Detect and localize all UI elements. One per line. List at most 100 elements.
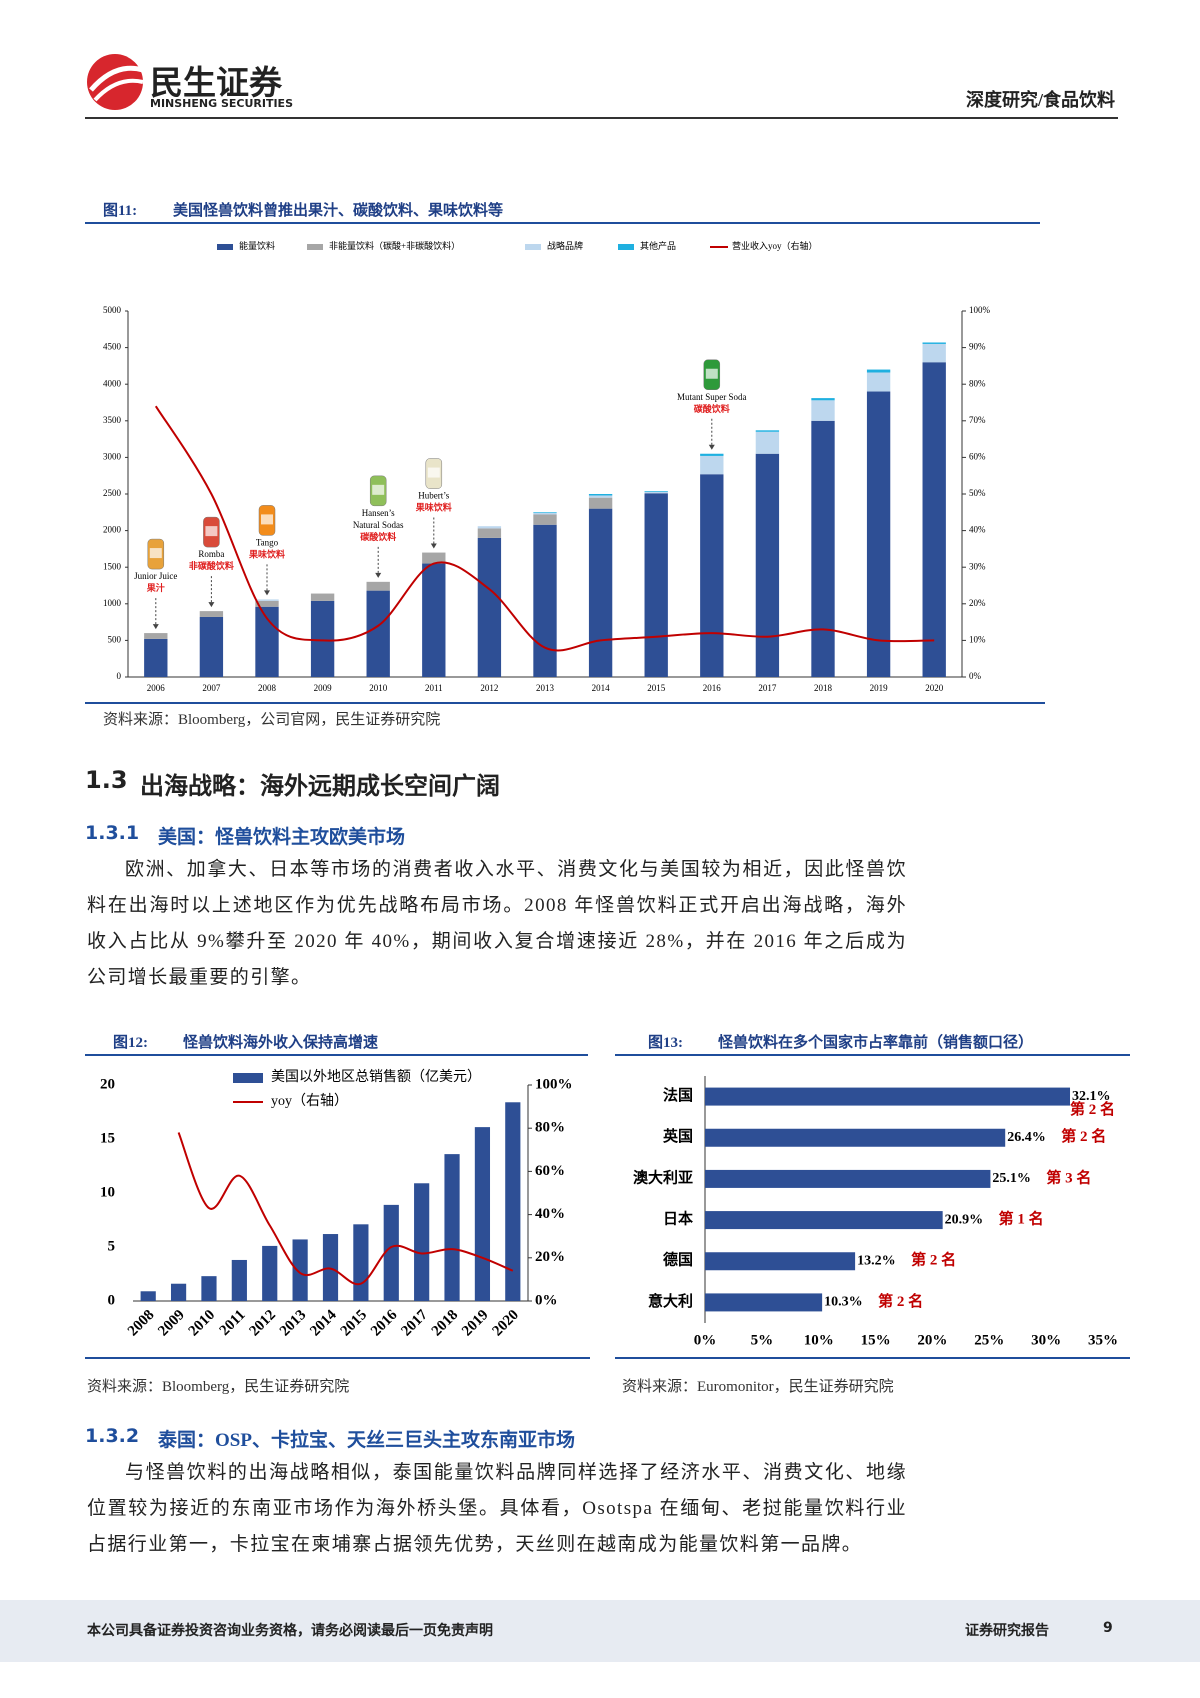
bar (255, 600, 279, 607)
legend-label: 战略品牌 (547, 240, 583, 251)
x-tick-label: 2016 (368, 1307, 401, 1340)
bar (866, 369, 891, 373)
value-label: 32.1% (1072, 1089, 1111, 1104)
logo-icon (87, 54, 144, 110)
x-tick-label: 2019 (870, 683, 889, 693)
legend-label: 能量饮料 (239, 240, 275, 251)
annotation-label: 碳酸饮料 (694, 403, 730, 414)
y-tick-label: 15 (100, 1130, 115, 1146)
y-tick-label: 20 (100, 1076, 115, 1092)
logo-cn: 民生证券 (150, 63, 282, 102)
section-title: 出海战略：海外远期成长空间广阔 (140, 774, 500, 800)
y2-tick-label: 60% (969, 451, 986, 461)
annotation-arrowhead (208, 602, 215, 608)
x-tick-label: 2006 (147, 683, 166, 693)
annotation-label: 碳酸饮料 (360, 531, 396, 542)
y2-tick-label: 60% (535, 1163, 565, 1179)
y2-tick-label: 0% (969, 671, 982, 681)
bar (922, 342, 946, 344)
bar (588, 497, 613, 509)
legend-swatch (233, 1073, 263, 1083)
x-tick-label: 2018 (814, 683, 833, 693)
bar (533, 513, 557, 515)
bar (477, 528, 502, 538)
y-tick-label: 0 (117, 671, 122, 681)
bar (866, 391, 891, 677)
bar (705, 1211, 943, 1230)
bar (811, 398, 835, 401)
category-label: 日本 (663, 1210, 693, 1228)
category-label: 英国 (663, 1127, 693, 1145)
product-icon-label (705, 368, 718, 379)
bar (922, 362, 946, 677)
y2-tick-label: 90% (969, 342, 986, 352)
bar (262, 1245, 278, 1301)
subsection-number: 1.3.2 (85, 1425, 140, 1447)
header-category: 深度研究/食品饮料 (965, 90, 1115, 110)
figure-rule (85, 1054, 588, 1056)
x-tick-label: 2008 (258, 683, 277, 693)
legend-swatch (217, 244, 233, 250)
x-tick-label: 2017 (758, 683, 777, 693)
y-tick-label: 1500 (103, 561, 122, 571)
x-tick-label: 2019 (459, 1307, 492, 1340)
rank-label: 第 3 名 (1046, 1168, 1091, 1186)
figure-rule (85, 222, 1040, 224)
legend-swatch (525, 244, 541, 250)
y2-tick-label: 80% (969, 378, 986, 388)
figure-number: 图13: (648, 1035, 683, 1051)
y2-tick-label: 50% (969, 488, 986, 498)
bar (144, 638, 168, 677)
bar (866, 372, 891, 392)
bar (705, 1169, 991, 1188)
x-tick-label: 20% (917, 1332, 947, 1348)
bar (477, 526, 502, 529)
product-icon-label (261, 514, 273, 525)
rank-label: 第 2 名 (1061, 1127, 1106, 1145)
bar (922, 343, 946, 363)
annotation-name: Hubert’s (418, 491, 449, 501)
legend-label: 非能量饮料（碳酸+非碳酸饮料） (329, 240, 460, 251)
bar (322, 1234, 339, 1301)
x-tick-label: 2013 (536, 683, 555, 693)
annotation-label: 果汁 (146, 582, 165, 593)
bar (383, 1204, 399, 1301)
subsection-number: 1.3.1 (85, 822, 140, 844)
y-tick-label: 2500 (103, 488, 122, 498)
bar (705, 1128, 1006, 1147)
x-tick-label: 15% (861, 1332, 891, 1348)
x-tick-label: 2018 (429, 1307, 462, 1340)
x-tick-label: 2014 (592, 683, 611, 693)
bar (366, 581, 390, 591)
y-tick-label: 0 (108, 1292, 116, 1308)
x-tick-label: 2011 (425, 683, 443, 693)
bar (705, 1293, 823, 1312)
category-label: 澳大利亚 (633, 1168, 693, 1186)
bar (353, 1224, 369, 1301)
bar (144, 633, 168, 639)
header-rule (85, 117, 1118, 119)
y-tick-label: 1000 (103, 598, 122, 608)
x-tick-label: 2015 (647, 683, 666, 693)
bar (705, 1252, 856, 1271)
bar (366, 590, 390, 677)
product-icon-label (205, 526, 218, 537)
legend-label: 美国以外地区总销售额（亿美元） (271, 1069, 481, 1085)
bar (700, 474, 724, 677)
bar (811, 420, 835, 677)
bar (170, 1283, 187, 1301)
footer-band (0, 1600, 1200, 1662)
x-tick-label: 2012 (246, 1307, 279, 1340)
chart: 0% 5% 10% 15% 20% 25% 30% 35%法国 32.1%第 2 名英国 26.4… (615, 1076, 1130, 1359)
bar (477, 537, 502, 677)
figure-source: 资料来源：Bloomberg，民生证券研究院 (87, 1379, 350, 1395)
bar (505, 1102, 521, 1301)
product-icon-label (372, 484, 385, 495)
x-tick-label: 0% (694, 1332, 717, 1348)
bar (201, 1276, 217, 1301)
x-tick-label: 2009 (155, 1307, 188, 1340)
y-tick-label: 10 (100, 1184, 115, 1200)
y2-tick-label: 10% (969, 634, 986, 644)
bar (199, 616, 224, 677)
x-tick-label: 2011 (217, 1307, 249, 1339)
